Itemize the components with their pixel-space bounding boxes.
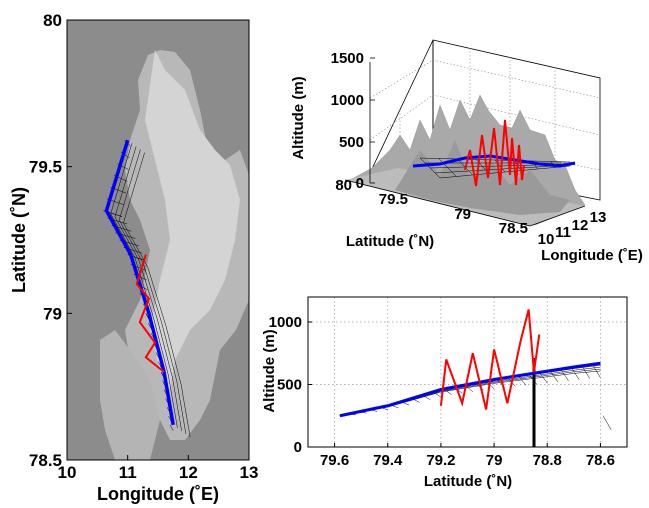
surface3d-x-tick-label: 12 <box>572 217 589 234</box>
profile-x-tick-label: 79.6 <box>320 452 349 469</box>
profile-red-track <box>439 309 541 410</box>
map-lines <box>104 139 175 426</box>
surface3d-x-tick-label: 13 <box>590 209 607 226</box>
profile-x-tick-label: 79.2 <box>426 452 455 469</box>
surface3d-mesh-line <box>434 164 571 174</box>
profile-plot-area <box>308 297 627 447</box>
profile-x-tick-label: 79 <box>486 452 503 469</box>
profile-mesh-line <box>570 367 580 380</box>
profile-lines <box>339 309 601 418</box>
map-ticks: 10 11 12 13 78.5 79 79.5 80 <box>29 11 259 482</box>
surface3d-x-tick-label: 11 <box>555 224 571 241</box>
surface3d-y-tick-label: 78.5 <box>499 220 528 237</box>
surface3d-z-tick-label: 1500 <box>331 50 364 67</box>
profile-mesh-line <box>592 364 601 378</box>
map-y-tick-label: 79 <box>43 304 62 323</box>
surface3d-z-tick-label: 500 <box>339 134 364 151</box>
surface3d-xlabel: Longitude (˚E) <box>541 247 643 264</box>
surface3d-mesh <box>419 157 571 179</box>
map-x-tick-label: 13 <box>240 463 259 482</box>
map-x-tick-label: 10 <box>58 463 77 482</box>
surface3d-x-tick-label: 10 <box>538 231 555 248</box>
map-terrain-3 <box>145 50 240 390</box>
surface3d-y-tick-label: 79.5 <box>379 191 408 208</box>
map-mesh-line <box>169 424 174 431</box>
map-mesh-line <box>123 152 191 438</box>
map-x-tick-label: 11 <box>119 463 137 482</box>
map-y-tick-label: 78.5 <box>29 451 62 470</box>
profile-ticks: 79.6 79.4 79.2 79 78.8 78.6 0 500 1000 <box>269 314 615 469</box>
map-terrain-2 <box>100 330 160 460</box>
map-y-tick-label: 79.5 <box>29 158 62 177</box>
surface3d-z-tick-label: 1000 <box>331 92 364 109</box>
surface3d-back-wall-right <box>432 39 601 201</box>
surface3d-y-axis-line <box>344 179 531 227</box>
profile-mesh-line <box>560 368 569 381</box>
map-frame <box>66 19 250 461</box>
profile-y-tick-label: 500 <box>277 377 302 394</box>
map-xlabel: Longitude (˚E) <box>97 484 219 504</box>
surface3d-panel: 0 500 1000 1500 78.5 79 79.5 80 10 11 12 13 Altitud… <box>290 39 643 264</box>
surface3d-mesh-line <box>419 157 571 163</box>
surface3d-z-tick-label: 0 <box>356 175 364 192</box>
surface3d-zlabel: Altitude (m) <box>290 76 307 159</box>
profile-mesh-line <box>602 415 612 430</box>
profile-mesh-line <box>517 375 527 386</box>
map-ylabel: Latitude (˚N) <box>9 187 29 293</box>
profile-xlabel: Latitude (˚N) <box>424 473 512 490</box>
profile-x-tick-label: 78.8 <box>533 452 562 469</box>
surface3d-terrain-peaks <box>395 140 570 215</box>
profile-panel: 79.6 79.4 79.2 79 78.8 78.6 0 500 1000 Latitude … <box>261 296 628 490</box>
map-mesh-line <box>110 143 178 428</box>
map-panel: 10 11 12 13 78.5 79 79.5 80 Longitude (˚E) Lati… <box>9 11 258 504</box>
profile-y-tick-label: 1000 <box>269 314 302 331</box>
profile-x-tick-label: 79.4 <box>373 452 403 469</box>
map-y-tick-label: 80 <box>43 11 62 30</box>
surface3d-ylabel: Latitude (˚N) <box>346 233 434 250</box>
profile-blue-track <box>339 361 601 418</box>
surface3d-y-tick-label: 80 <box>335 177 352 194</box>
profile-ylabel: Altitude (m) <box>261 329 278 412</box>
profile-frame <box>307 296 628 448</box>
map-red-track <box>135 254 165 373</box>
map-mesh-line <box>114 146 182 432</box>
surface3d-red-track <box>464 119 525 187</box>
profile-x-tick-label: 78.6 <box>586 452 615 469</box>
surface3d-y-tick-label: 79 <box>454 206 471 223</box>
profile-y-tick-label: 0 <box>294 439 302 456</box>
surface3d-ticks: 0 500 1000 1500 78.5 79 79.5 80 10 11 12 13 <box>331 50 607 248</box>
map-blue-track <box>104 139 175 426</box>
map-x-tick-label: 12 <box>179 463 198 482</box>
profile-mesh-line <box>581 365 590 379</box>
surface3d-x-axis-line <box>529 205 586 227</box>
map-mesh-line <box>118 149 187 435</box>
surface3d-mesh-line <box>439 165 571 179</box>
profile-mesh-line <box>549 370 559 383</box>
profile-mesh-line <box>539 372 548 384</box>
